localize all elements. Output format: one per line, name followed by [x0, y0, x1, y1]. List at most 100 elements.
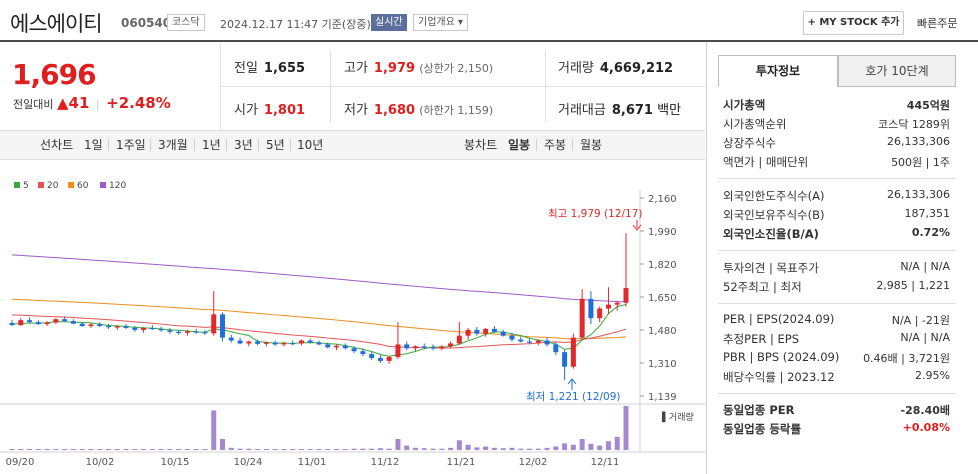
info-value: 500원 | 1주 — [891, 156, 950, 169]
candle-body — [562, 352, 568, 367]
candle-body — [544, 340, 550, 345]
period-3m[interactable]: 3개월 — [158, 138, 188, 152]
candle-body — [228, 337, 234, 341]
divider — [220, 86, 705, 87]
candle-body — [141, 327, 147, 330]
x-tick-label: 11/12 — [371, 457, 400, 468]
volume-bar — [369, 448, 375, 450]
line-chart-button[interactable]: 선차트 — [40, 138, 74, 152]
volume-bar — [132, 449, 138, 450]
quick-order-link[interactable]: 빠른주문 — [917, 17, 958, 30]
candle-body — [18, 320, 24, 326]
realtime-button[interactable]: 실시간 — [371, 14, 407, 31]
volume-bar — [439, 448, 445, 450]
candle-body — [509, 335, 515, 340]
period-1d[interactable]: 1일 — [84, 138, 103, 152]
candle-body — [588, 298, 594, 319]
divider — [108, 139, 109, 151]
volume-bar — [412, 447, 418, 450]
volume-bar — [509, 447, 515, 450]
candle-body — [483, 328, 489, 334]
candle-body — [88, 324, 94, 326]
candle-body — [62, 319, 68, 322]
candle-body — [456, 335, 462, 344]
volume-bar — [377, 448, 383, 450]
candle-body — [351, 348, 357, 352]
volume-bar — [35, 449, 41, 450]
candle-body — [193, 331, 199, 333]
divider — [290, 139, 291, 151]
info-value: 26,133,306 — [887, 188, 950, 201]
volume-bar — [483, 446, 489, 450]
period-10y[interactable]: 10년 — [297, 138, 324, 152]
volume-bar — [237, 448, 243, 450]
candle-body — [211, 314, 217, 334]
volume-bar — [158, 449, 164, 450]
info-value: N/A | N/A — [900, 331, 950, 344]
period-weekly[interactable]: 주봉 — [544, 138, 567, 152]
volume-bar — [27, 449, 33, 450]
period-1w[interactable]: 1주일 — [116, 138, 146, 152]
x-tick-label: 10/02 — [86, 457, 115, 468]
candle-body — [246, 341, 252, 344]
volume-bar — [263, 449, 269, 450]
volume-bar — [360, 448, 366, 450]
period-3y[interactable]: 3년 — [234, 138, 253, 152]
candle-body — [377, 357, 383, 361]
volume-bar — [211, 410, 217, 450]
volume-bar — [272, 449, 278, 450]
volume-bar — [202, 449, 208, 450]
volume-bar — [88, 449, 94, 450]
ma-line — [11, 254, 627, 303]
current-price: 1,696 — [12, 58, 97, 91]
tab-invest-info[interactable]: 투자정보 — [718, 55, 838, 87]
info-value: 187,351 — [904, 207, 951, 220]
candle-body — [202, 332, 208, 334]
volume-bar — [421, 448, 427, 450]
volume-bar — [500, 448, 506, 450]
candle-body — [518, 339, 524, 342]
volume-bar — [53, 449, 59, 450]
stock-code: 060540 — [121, 16, 172, 30]
volume-bar — [334, 449, 340, 450]
divider — [536, 139, 537, 151]
price-chart[interactable]: 2,160 1,990 1,820 1,650 1,480 1,310 1,139 ▌거래량 0… — [0, 190, 706, 474]
candle-body — [9, 323, 15, 326]
period-daily[interactable]: 일봉 — [508, 138, 531, 152]
info-label: 배당수익률 | 2023.12 — [723, 370, 835, 384]
period-1y[interactable]: 1년 — [202, 138, 221, 152]
period-5y[interactable]: 5년 — [266, 138, 285, 152]
volume-bar — [553, 446, 559, 450]
volume-bar — [9, 449, 15, 450]
candle-body — [334, 345, 340, 348]
candle-body — [97, 324, 103, 326]
period-monthly[interactable]: 월봉 — [580, 138, 603, 152]
divider — [718, 178, 956, 179]
add-my-stock-button[interactable]: + MY STOCK 추가 — [803, 11, 904, 35]
corp-info-dropdown[interactable]: 기업개요 ▾ — [413, 14, 468, 31]
x-tick-label: 10/15 — [161, 457, 190, 468]
candle-body — [500, 331, 506, 336]
volume-bar — [535, 448, 541, 450]
candle-body — [465, 329, 471, 336]
volume-bar — [491, 447, 497, 450]
volume-bar — [62, 449, 68, 450]
summary-high: 고가 1,979 (상한가 2,150) — [344, 61, 494, 76]
candle-chart-button[interactable]: 봉차트 — [464, 138, 498, 152]
volume-bar — [474, 447, 480, 450]
info-value: 26,133,306 — [887, 135, 950, 148]
candle-body — [386, 357, 392, 361]
tab-order-book[interactable]: 호가 10단계 — [838, 55, 956, 87]
volume-bar — [220, 439, 226, 450]
volume-bar — [44, 449, 50, 450]
volume-bar — [562, 443, 568, 450]
candle-body — [527, 341, 533, 343]
candle-body — [491, 328, 497, 332]
info-label: PBR | BPS (2024.09) — [723, 350, 840, 364]
volume-bar — [544, 447, 550, 450]
info-label: 시가총액 — [723, 98, 766, 112]
volume-bar — [105, 449, 111, 450]
candle-body — [570, 337, 576, 367]
volume-bar — [588, 443, 594, 450]
candle-body — [316, 342, 322, 345]
